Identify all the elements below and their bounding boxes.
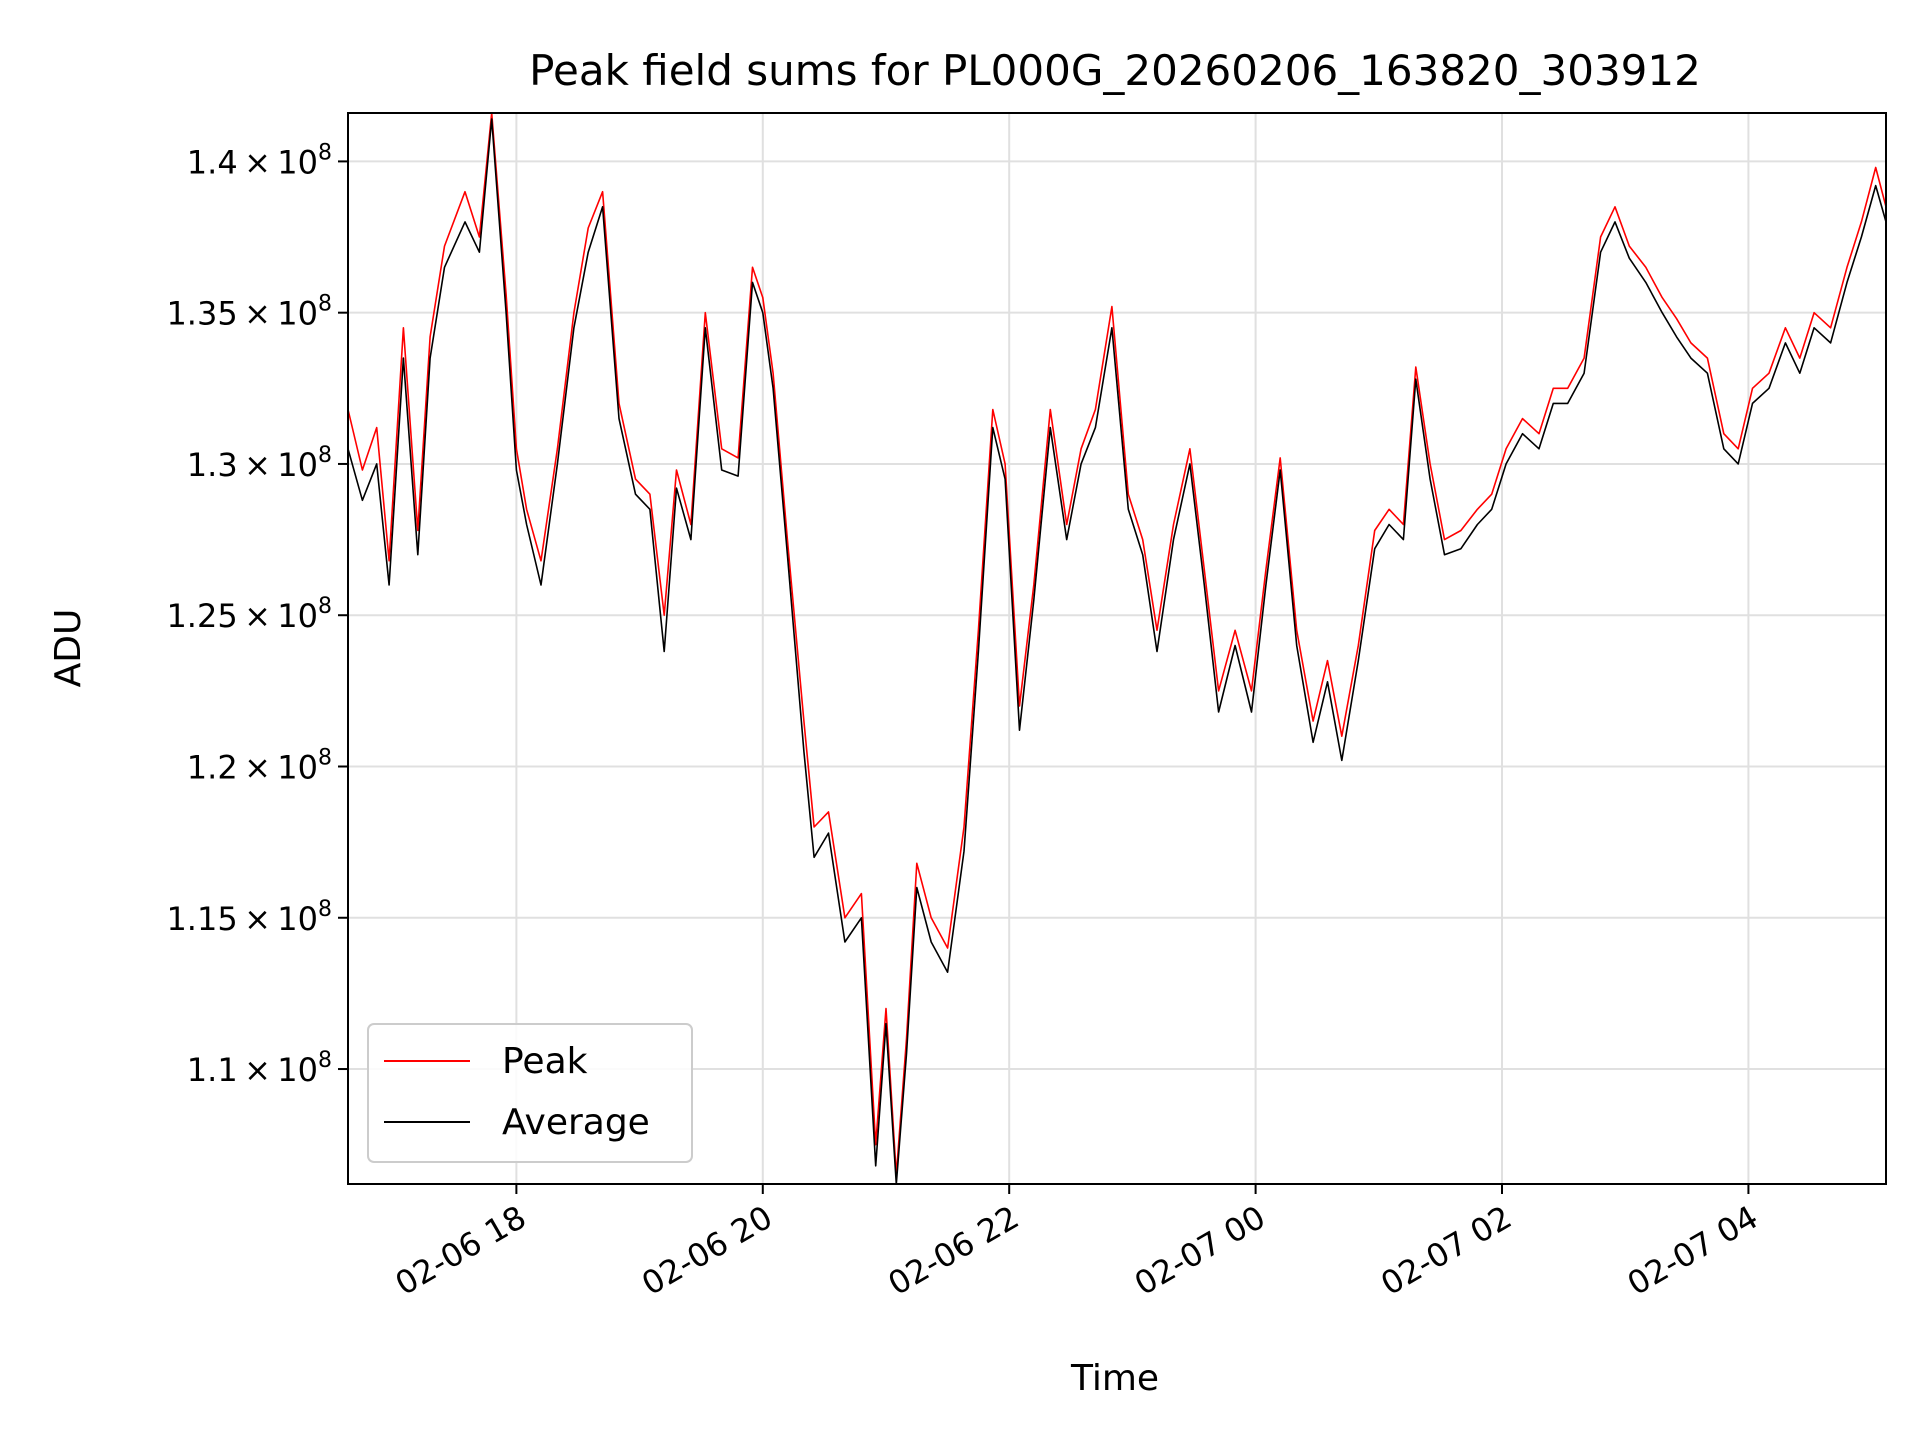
legend-label-peak: Peak <box>502 1041 588 1082</box>
chart-title: Peak field sums for PL000G_20260206_1638… <box>529 46 1701 95</box>
y-tick-label: 1.25 × 108 <box>166 594 332 635</box>
series-line-peak <box>347 112 1887 1176</box>
y-axis: 1.1 × 108 1.15 × 108 1.2 × 108 1.25 × 108 1.… <box>166 140 348 1089</box>
legend-label-average: Average <box>502 1102 650 1143</box>
y-tick-label: 1.3 × 108 <box>187 443 332 484</box>
series-lines <box>347 112 1887 1185</box>
plot-frame <box>347 112 1887 1185</box>
y-tick-label: 1.4 × 108 <box>187 140 332 181</box>
legend-box <box>367 1023 693 1163</box>
y-tick-label: 1.15 × 108 <box>166 897 332 938</box>
legend: Peak Average <box>367 1023 693 1163</box>
series-line-average <box>347 118 1887 1185</box>
y-tick-label: 1.2 × 108 <box>187 745 332 786</box>
y-axis-label: ADU <box>48 609 89 688</box>
x-axis-label: Time <box>1070 1358 1159 1399</box>
grid <box>348 113 1886 1184</box>
y-tick-label: 1.1 × 108 <box>187 1048 332 1089</box>
y-tick-label: 1.35 × 108 <box>166 292 332 333</box>
